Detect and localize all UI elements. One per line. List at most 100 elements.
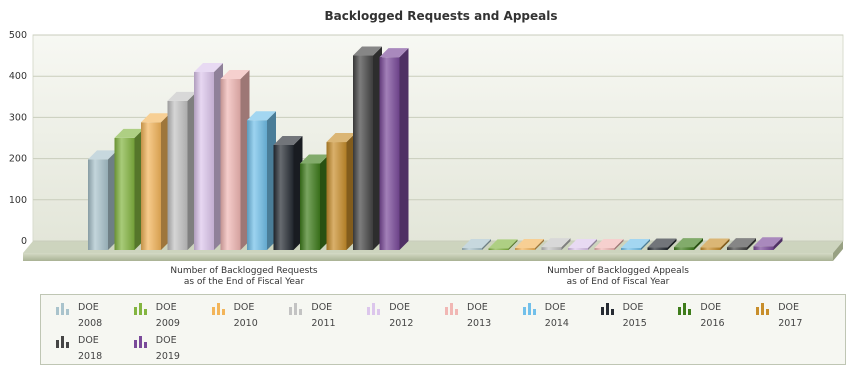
bar-top <box>700 238 730 248</box>
chart-title: Backlogged Requests and Appeals <box>325 9 558 23</box>
bar-front <box>326 142 347 250</box>
bar <box>647 238 677 250</box>
bar-front <box>674 247 694 250</box>
bar-top <box>541 238 571 248</box>
legend: DOE 2008 DOE 2009 DOE 2010 DOE 2011 DOE 2012 DOE 20… <box>40 294 846 365</box>
legend-label: DOE 2013 <box>467 302 492 329</box>
y-tick-label: 500 <box>9 30 27 41</box>
bar <box>753 237 783 250</box>
bar-top <box>594 238 624 248</box>
legend-item[interactable]: DOE 2008 <box>56 300 132 330</box>
bar-front <box>541 247 562 250</box>
bar-front <box>753 246 774 250</box>
legend-label: DOE 2014 <box>544 302 569 329</box>
chart-svg: Backlogged Requests and Appeals 0 100 200 3… <box>9 9 844 287</box>
y-tick-label: 100 <box>9 195 27 206</box>
bar <box>462 238 491 250</box>
bar <box>674 238 703 250</box>
bar-top <box>88 150 117 160</box>
legend-item[interactable]: DOE 2012 <box>367 300 443 330</box>
legend-bar-icon <box>133 336 147 348</box>
bar-side <box>588 238 597 250</box>
bar-top <box>753 237 783 247</box>
category-label: Number of Backlogged Appeals as of End of… <box>547 266 689 287</box>
legend-item[interactable]: DOE 2019 <box>133 333 210 363</box>
bar-front <box>300 163 320 250</box>
bar <box>727 238 756 250</box>
legend-item[interactable]: DOE 2017 <box>756 300 832 330</box>
bar-top <box>727 238 756 248</box>
bar-front <box>727 247 747 250</box>
bar-side <box>508 239 518 250</box>
legend-item[interactable]: DOE 2013 <box>445 300 521 330</box>
bar <box>167 91 197 250</box>
legend-bar-icon <box>678 303 692 315</box>
bars <box>88 46 783 251</box>
bar-top <box>621 238 650 248</box>
legend-item[interactable]: DOE 2011 <box>289 300 365 330</box>
bar <box>326 133 356 250</box>
legend-item[interactable]: DOE 2009 <box>133 300 210 330</box>
legend-label: DOE 2011 <box>311 302 336 329</box>
bar-side <box>535 238 544 250</box>
legend-item[interactable]: DOE 2010 <box>211 300 288 330</box>
bar-side <box>694 238 703 250</box>
bar-front <box>621 247 641 250</box>
legend-item[interactable]: DOE 2018 <box>56 333 132 363</box>
bar-side <box>399 48 409 251</box>
bar-front <box>141 122 161 250</box>
plot-floor-side <box>833 241 843 261</box>
bar-side <box>561 238 571 250</box>
bar <box>300 154 329 250</box>
bar-top <box>568 238 597 248</box>
bar <box>515 238 544 250</box>
bar-top <box>194 63 223 73</box>
bar-front <box>353 55 373 251</box>
bar <box>141 113 170 250</box>
bar-top <box>647 238 677 248</box>
bar <box>353 46 382 251</box>
legend-label: DOE 2012 <box>389 302 414 329</box>
y-tick-label: 200 <box>9 154 27 165</box>
y-tick-label: 400 <box>9 71 27 82</box>
bar-top <box>167 91 197 101</box>
legend-label: DOE 2009 <box>155 302 180 329</box>
legend-label: DOE 2016 <box>700 302 725 329</box>
legend-bar-icon <box>445 303 458 315</box>
legend-item[interactable]: DOE 2015 <box>600 300 677 330</box>
bar <box>273 135 303 250</box>
bar-front <box>488 248 509 250</box>
bar-front <box>568 247 588 250</box>
bar-side <box>720 238 730 250</box>
bar <box>379 48 409 251</box>
bar <box>594 238 624 250</box>
bar-top <box>379 48 409 58</box>
legend-bar-icon <box>522 303 536 315</box>
bar-front <box>220 79 241 251</box>
bar-front <box>247 120 267 250</box>
bar-front <box>594 247 615 250</box>
legend-label: DOE 2017 <box>778 302 803 329</box>
bar-front <box>88 159 108 250</box>
bar <box>621 238 650 250</box>
bar-side <box>667 238 677 250</box>
legend-item[interactable]: DOE 2014 <box>522 300 599 330</box>
bar-top <box>462 238 491 248</box>
bar-top <box>515 238 544 248</box>
bar-side <box>614 238 624 250</box>
legend-bar-icon <box>56 303 69 315</box>
legend-item[interactable]: DOE 2016 <box>678 300 754 330</box>
y-tick-label: 300 <box>9 112 27 123</box>
bar-top <box>247 111 276 121</box>
y-tick-label: 0 <box>21 236 27 247</box>
bar-front <box>273 144 294 250</box>
bar-top <box>114 128 144 138</box>
legend-label: DOE 2019 <box>155 335 180 362</box>
bar <box>220 70 250 251</box>
bar <box>700 238 730 250</box>
plot-floor-edge <box>23 253 833 261</box>
bar-top <box>273 135 303 145</box>
bar-top <box>326 133 356 143</box>
bar-front <box>515 247 535 250</box>
